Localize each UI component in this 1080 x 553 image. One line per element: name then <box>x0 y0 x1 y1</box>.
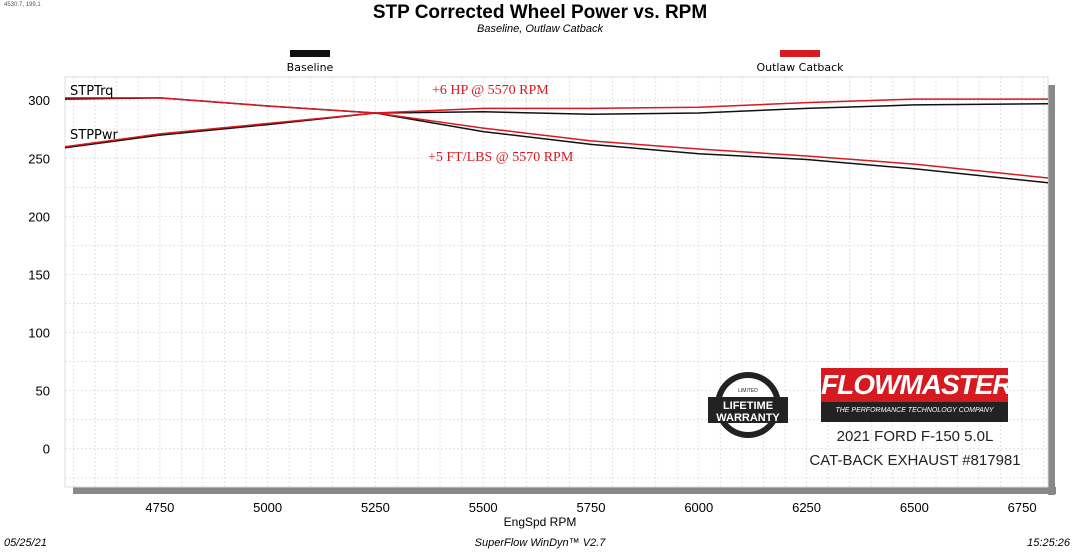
x-tick-label: 5250 <box>361 500 390 515</box>
footer-app: SuperFlow WinDyn™ V2.7 <box>474 537 606 549</box>
y-tick-label: 150 <box>28 267 50 282</box>
plot-shadow-bottom <box>73 487 1056 494</box>
cursor-readout: 4530.7, 199.1 <box>4 2 41 8</box>
legend-swatch-outlaw <box>780 50 820 57</box>
series-line-outlaw-torque <box>65 97 1049 179</box>
y-tick-label: 250 <box>28 151 50 166</box>
vehicle-line2: CAT-BACK EXHAUST #817981 <box>809 452 1021 469</box>
legend-baseline: Baseline <box>270 50 350 74</box>
y-tick-label: 100 <box>28 326 50 341</box>
svg-text:LIFETIME: LIFETIME <box>723 400 773 412</box>
x-tick-label: 6500 <box>900 500 929 515</box>
legend-label-outlaw: Outlaw Catback <box>756 61 844 74</box>
legend-swatch-baseline <box>290 50 330 57</box>
curve-label-power: STPPwr <box>70 128 119 143</box>
x-tick-label: 5500 <box>469 500 498 515</box>
svg-text:WARRANTY: WARRANTY <box>716 412 780 424</box>
flowmaster-logo: FLOWMASTER THE PERFORMANCE TECHNOLOGY CO… <box>821 368 1013 422</box>
y-tick-label: 200 <box>28 209 50 224</box>
curve-label-torque: STPTrq <box>70 84 113 99</box>
x-tick-label: 6750 <box>1008 500 1037 515</box>
warranty-badge: LIFETIME WARRANTY LIMITED <box>706 370 790 440</box>
svg-text:LIMITED: LIMITED <box>738 388 758 394</box>
series-line-outlaw-power <box>64 98 1048 148</box>
x-tick-label: 6000 <box>684 500 713 515</box>
legend-label-baseline: Baseline <box>286 61 334 74</box>
x-tick-label: 4750 <box>145 500 174 515</box>
x-tick-label: 6250 <box>792 500 821 515</box>
y-tick-label: 300 <box>28 93 50 108</box>
annotation-torque-gain: +5 FT/LBS @ 5570 RPM <box>428 150 574 165</box>
vehicle-line1: 2021 FORD F-150 5.0L <box>836 428 994 445</box>
flowmaster-tagline: THE PERFORMANCE TECHNOLOGY COMPANY <box>835 407 994 414</box>
series-line-baseline-power <box>64 102 1049 149</box>
chart-subtitle: Baseline, Outlaw Catback <box>477 23 603 35</box>
annotation-hp-gain: +6 HP @ 5570 RPM <box>432 83 549 98</box>
chart-title: STP Corrected Wheel Power vs. RPM <box>372 2 708 23</box>
plot-shadow-right <box>1048 85 1055 495</box>
y-tick-label: 0 <box>43 442 50 457</box>
footer-date: 05/25/21 <box>4 537 47 549</box>
footer-time: 15:25:26 <box>1027 537 1070 549</box>
x-axis-label: EngSpd RPM <box>504 515 577 529</box>
legend-outlaw: Outlaw Catback <box>740 50 860 74</box>
flowmaster-brand: FLOWMASTER <box>821 368 1013 402</box>
x-tick-label: 5750 <box>577 500 606 515</box>
plot-frame <box>64 76 1049 488</box>
x-tick-label: 5000 <box>253 500 282 515</box>
y-tick-label: 50 <box>36 384 50 399</box>
